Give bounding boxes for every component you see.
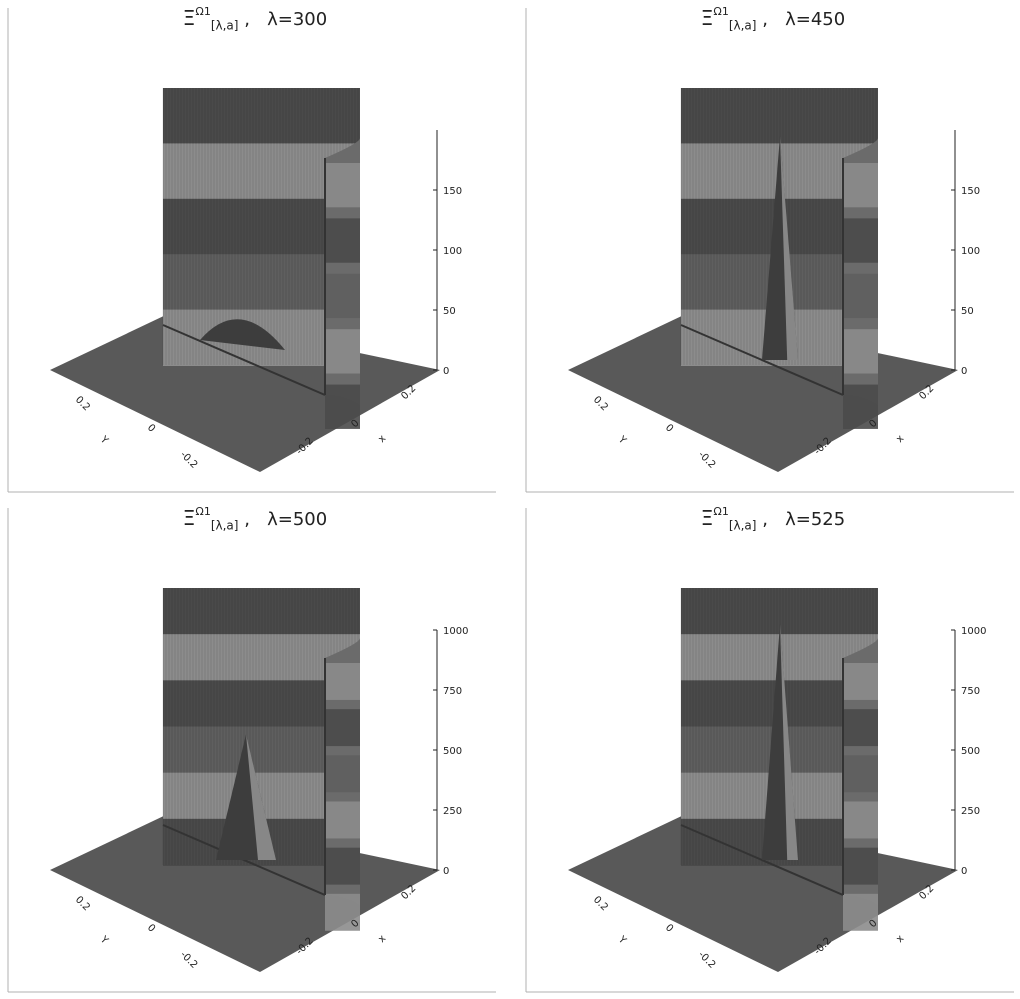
wall-front-band (843, 218, 878, 262)
x-axis-label: x (894, 933, 906, 945)
z-tick-label: 50 (443, 306, 456, 317)
y-axis-label: Y (97, 934, 110, 947)
y-tick-label: 0 (663, 922, 675, 934)
wall-front-band (843, 163, 878, 207)
z-tick-label: 150 (961, 186, 980, 197)
y-tick-label: 0 (663, 422, 675, 434)
wall-front-band (843, 755, 878, 792)
z-tick-label: 500 (961, 746, 980, 757)
wall-front-band (325, 755, 360, 792)
z-tick-label: 100 (961, 246, 980, 257)
z-tick-label: 250 (443, 806, 462, 817)
y-tick-label: -0.2 (696, 449, 718, 471)
z-tick-label: 0 (961, 866, 967, 877)
wall-front-band (843, 709, 878, 746)
wall-front-band (325, 329, 360, 373)
z-tick-label: 0 (443, 366, 449, 377)
z-tick-label: 100 (443, 246, 462, 257)
z-tick-label: 750 (443, 686, 462, 697)
y-axis-label: Y (97, 434, 110, 447)
plot-panel-2: ΞΩ1[λ,a] , λ=450 0 50 100 150 -0.2 0 0.2 x 0.2 0-… (518, 0, 1020, 499)
y-tick-label: -0.2 (178, 449, 200, 471)
wall-front-band (325, 663, 360, 700)
plot-panel-4: ΞΩ1[λ,a] , λ=525 0 250 500 750 1000 -0.2 0 0.2 x… (518, 500, 1020, 999)
z-tick-label: 250 (961, 806, 980, 817)
wall-front-band (325, 709, 360, 746)
x-axis-label: x (894, 433, 906, 445)
plot-panel-3: ΞΩ1[λ,a] , λ=500 0 250 500 750 1000 -0.2 0 0.2 x… (0, 500, 510, 999)
wall-front-band (325, 218, 360, 262)
y-tick-label: -0.2 (178, 949, 200, 971)
y-tick-label: -0.2 (696, 949, 718, 971)
wall-front-band (843, 329, 878, 373)
wall-front-band (843, 848, 878, 885)
wall-front-band (325, 848, 360, 885)
wall-front-band (325, 274, 360, 318)
y-tick-label: 0 (145, 922, 157, 934)
wall-front-band (843, 802, 878, 839)
wall-front-band (325, 163, 360, 207)
z-tick-label: 1000 (961, 626, 986, 637)
y-tick-label: 0.2 (591, 394, 610, 413)
z-tick-label: 0 (961, 366, 967, 377)
plot-panel-1: ΞΩ1[λ,a] , λ=300 0 50 100 150 -0.2 0 0.2 x 0.2 0-… (0, 0, 510, 499)
wall-front-band (843, 274, 878, 318)
x-axis-label: x (376, 433, 388, 445)
y-axis-label: Y (615, 434, 628, 447)
z-tick-label: 150 (443, 186, 462, 197)
y-tick-label: 0.2 (591, 894, 610, 913)
y-tick-label: 0.2 (73, 394, 92, 413)
wall-front-band (843, 663, 878, 700)
y-tick-label: 0 (145, 422, 157, 434)
z-tick-label: 50 (961, 306, 974, 317)
y-tick-label: 0.2 (73, 894, 92, 913)
z-tick-label: 750 (961, 686, 980, 697)
wall-front-band (325, 802, 360, 839)
z-tick-label: 0 (443, 866, 449, 877)
y-axis-label: Y (615, 934, 628, 947)
x-axis-label: x (376, 933, 388, 945)
z-tick-label: 1000 (443, 626, 468, 637)
z-tick-label: 500 (443, 746, 462, 757)
